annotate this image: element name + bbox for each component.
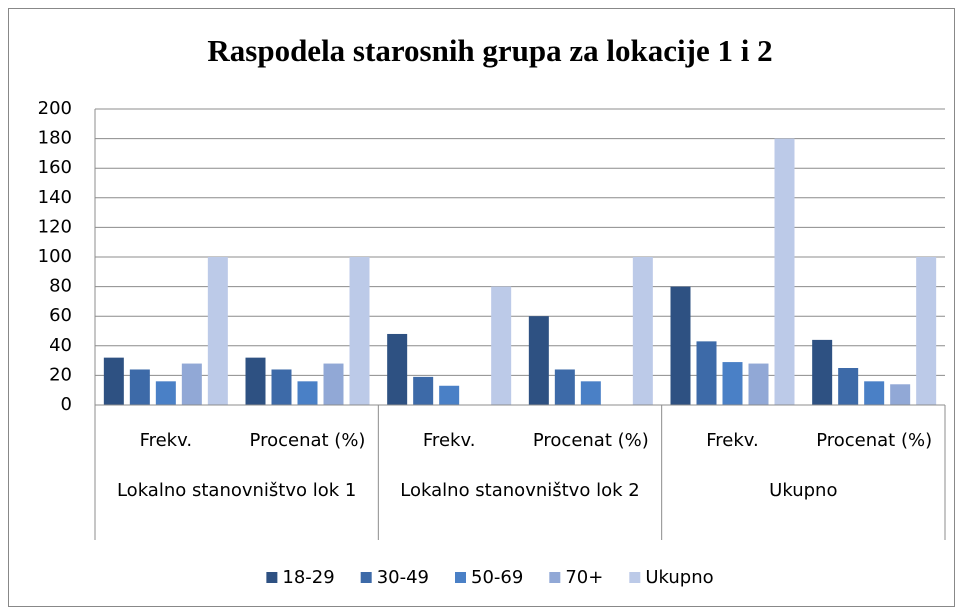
x-tick-label: Frekv. <box>423 430 476 451</box>
x-tick-label: Frekv. <box>140 430 193 451</box>
bar <box>181 363 202 405</box>
group-label: Lokalno stanovništvo lok 1 <box>116 480 357 501</box>
bar <box>245 357 266 405</box>
group-label: Ukupno <box>769 480 838 501</box>
bar <box>580 381 601 405</box>
legend-swatch <box>629 572 641 583</box>
y-tick-label: 100 <box>38 246 72 267</box>
y-tick-label: 40 <box>49 335 72 356</box>
bar <box>439 385 460 405</box>
y-tick-label: 200 <box>38 98 72 119</box>
y-tick-label: 160 <box>38 157 72 178</box>
bar <box>916 257 937 405</box>
legend-label: 18-29 <box>282 567 334 588</box>
legend-swatch <box>455 572 466 583</box>
y-tick-label: 60 <box>49 305 72 326</box>
bar <box>129 369 150 405</box>
bar <box>774 138 795 405</box>
bar <box>297 381 318 405</box>
group-label-box: Ukupno <box>769 480 838 501</box>
legend-label: 30-49 <box>377 567 429 588</box>
bar <box>387 333 408 405</box>
bar <box>207 257 228 405</box>
legend-label: 50-69 <box>471 567 523 588</box>
group-label: Lokalno stanovništvo lok 2 <box>400 480 640 501</box>
bar <box>890 384 911 405</box>
bar <box>413 376 434 405</box>
chart-border <box>8 8 955 607</box>
bar <box>271 369 292 405</box>
bar <box>838 368 859 405</box>
group-label-box: Lokalno stanovništvo lok 1 <box>116 480 357 501</box>
bar <box>528 316 549 405</box>
y-tick-label: 180 <box>38 128 72 149</box>
bar <box>491 286 512 405</box>
x-tick-label: Procenat (%) <box>533 430 649 451</box>
y-tick-label: 120 <box>38 216 72 237</box>
bar <box>696 341 717 405</box>
bar <box>323 363 344 405</box>
legend-label: Ukupno <box>645 567 713 588</box>
legend-swatch <box>360 572 372 583</box>
legend-swatch <box>266 572 278 583</box>
legend-label: 70+ <box>565 567 603 588</box>
bar <box>554 369 575 405</box>
x-tick-label: Frekv. <box>706 430 759 451</box>
x-tick-label: Procenat (%) <box>816 430 932 451</box>
x-tick-label: Procenat (%) <box>250 430 366 451</box>
bar <box>632 257 653 405</box>
group-label-box: Lokalno stanovništvo lok 2 <box>400 480 640 501</box>
bar <box>812 339 833 405</box>
bar <box>722 362 743 405</box>
chart-title: Raspodela starosnih grupa za lokacije 1 … <box>207 33 772 68</box>
y-tick-label: 0 <box>61 394 72 415</box>
bar <box>103 357 124 405</box>
bar <box>670 286 691 405</box>
y-tick-label: 80 <box>49 276 72 297</box>
legend-swatch <box>549 572 561 583</box>
bar <box>864 381 885 405</box>
bar <box>155 381 176 405</box>
bar <box>748 363 769 405</box>
bar <box>349 257 370 405</box>
y-tick-label: 140 <box>38 187 72 208</box>
y-tick-label: 20 <box>49 364 72 385</box>
